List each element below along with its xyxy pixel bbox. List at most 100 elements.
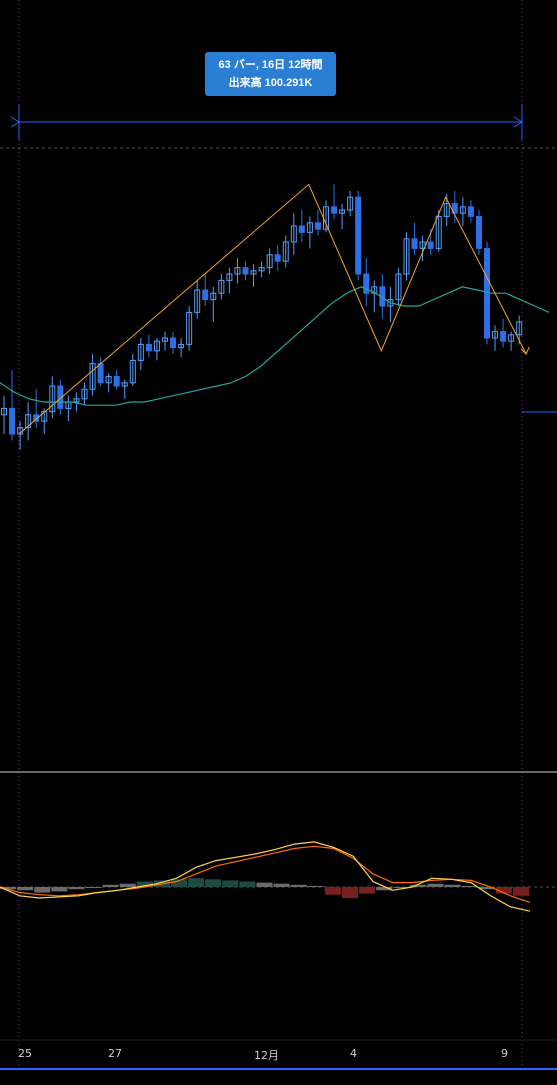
candle-body bbox=[274, 254, 281, 262]
histogram-bar bbox=[410, 884, 427, 887]
histogram-bar bbox=[119, 883, 136, 887]
time-scale-bottom-bar bbox=[0, 1068, 557, 1070]
candle-body bbox=[121, 382, 128, 387]
candle-body bbox=[89, 363, 96, 390]
candle-body bbox=[395, 273, 402, 301]
candle-body bbox=[282, 241, 289, 262]
histogram-bar bbox=[102, 884, 119, 887]
measure-tool[interactable] bbox=[10, 105, 523, 140]
candle-body bbox=[314, 222, 321, 230]
x-tick-label: 9 bbox=[501, 1047, 508, 1060]
histogram-bar bbox=[205, 879, 222, 887]
x-tick-label: 12月 bbox=[254, 1049, 279, 1062]
histogram-bar bbox=[444, 884, 461, 887]
histogram-bar bbox=[341, 887, 359, 898]
candle-body bbox=[162, 337, 168, 342]
histogram-bar bbox=[290, 884, 307, 887]
histogram-bar bbox=[188, 878, 205, 887]
tooltip-bars-duration: 63 バー, 16日 12時間 bbox=[218, 59, 323, 71]
histogram-bar bbox=[461, 885, 478, 887]
candle-body bbox=[202, 289, 209, 301]
histogram-bar bbox=[512, 887, 529, 896]
candle-body bbox=[105, 375, 112, 384]
candle-body bbox=[290, 225, 297, 243]
candle-body bbox=[25, 414, 32, 429]
candle-body bbox=[435, 215, 442, 249]
x-tick-label: 25 bbox=[18, 1047, 32, 1060]
candle-body bbox=[178, 343, 185, 349]
x-tick-label: 27 bbox=[108, 1047, 122, 1060]
candle-body bbox=[371, 286, 378, 294]
candle-body bbox=[250, 270, 257, 275]
candle-body bbox=[339, 209, 346, 214]
candle-body bbox=[298, 225, 305, 233]
histogram-bar bbox=[273, 883, 290, 887]
candle-body bbox=[153, 340, 160, 352]
candle-body bbox=[81, 388, 88, 400]
candle-body bbox=[492, 331, 499, 339]
candle-body bbox=[57, 385, 64, 409]
tooltip-volume: 出来高 100.291K bbox=[228, 77, 313, 89]
candle-body bbox=[258, 267, 265, 272]
candle-body bbox=[266, 254, 273, 269]
candle-body bbox=[194, 289, 201, 313]
candle-body bbox=[137, 343, 144, 361]
candle-body bbox=[355, 196, 362, 275]
candles-group bbox=[1, 184, 523, 450]
histogram-bar bbox=[427, 883, 444, 887]
zigzag-group bbox=[18, 183, 530, 435]
signal-line bbox=[0, 845, 531, 903]
moving-average-group bbox=[0, 286, 550, 406]
histogram-bar bbox=[51, 887, 68, 892]
histogram-bar bbox=[0, 887, 17, 890]
candle-body bbox=[145, 343, 152, 352]
candle-body bbox=[97, 363, 104, 384]
histogram-bar bbox=[68, 887, 85, 890]
candle-body bbox=[331, 206, 338, 214]
candle-body bbox=[451, 203, 458, 214]
candle-body bbox=[508, 334, 515, 342]
macd-line bbox=[0, 841, 531, 912]
candle-body bbox=[226, 273, 233, 281]
candle-body bbox=[459, 206, 466, 214]
candle-body bbox=[427, 241, 434, 249]
measure-tooltip: 63 バー, 16日 12時間 出来高 100.291K bbox=[205, 52, 336, 96]
histogram-bar bbox=[376, 887, 393, 891]
histogram-bar bbox=[495, 887, 512, 894]
candle-body bbox=[363, 273, 370, 294]
histogram-bar bbox=[34, 887, 51, 893]
candle-body bbox=[33, 414, 40, 422]
candle-body bbox=[1, 407, 7, 416]
moving-average-line bbox=[0, 286, 550, 406]
candle-body bbox=[347, 196, 354, 211]
histogram-bar bbox=[256, 882, 273, 887]
candle-body bbox=[186, 311, 193, 345]
candle-body bbox=[129, 359, 136, 384]
candle-body bbox=[443, 203, 450, 217]
candle-body bbox=[467, 206, 474, 217]
candle-body bbox=[500, 331, 507, 342]
candle-body bbox=[9, 407, 16, 435]
candle-body bbox=[242, 267, 249, 275]
candle-body bbox=[306, 222, 313, 233]
candle-body bbox=[170, 337, 177, 349]
candle-body bbox=[210, 292, 217, 301]
x-tick-label: 4 bbox=[350, 1047, 357, 1060]
candle-body bbox=[73, 398, 80, 403]
candle-body bbox=[475, 215, 482, 249]
histogram-bar bbox=[478, 887, 495, 890]
zigzag-arrowhead bbox=[520, 346, 530, 355]
candle-body bbox=[49, 385, 56, 413]
histogram-bar bbox=[393, 887, 410, 889]
candle-body bbox=[411, 238, 418, 249]
histogram-bar bbox=[170, 879, 188, 887]
histogram-bar bbox=[222, 880, 239, 887]
candle-body bbox=[113, 375, 120, 387]
macd-group bbox=[0, 841, 531, 912]
histogram-bar bbox=[17, 887, 34, 891]
histogram-bar bbox=[85, 887, 102, 888]
histogram-bar bbox=[359, 887, 376, 894]
candle-body bbox=[403, 238, 410, 275]
candle-body bbox=[234, 267, 241, 275]
